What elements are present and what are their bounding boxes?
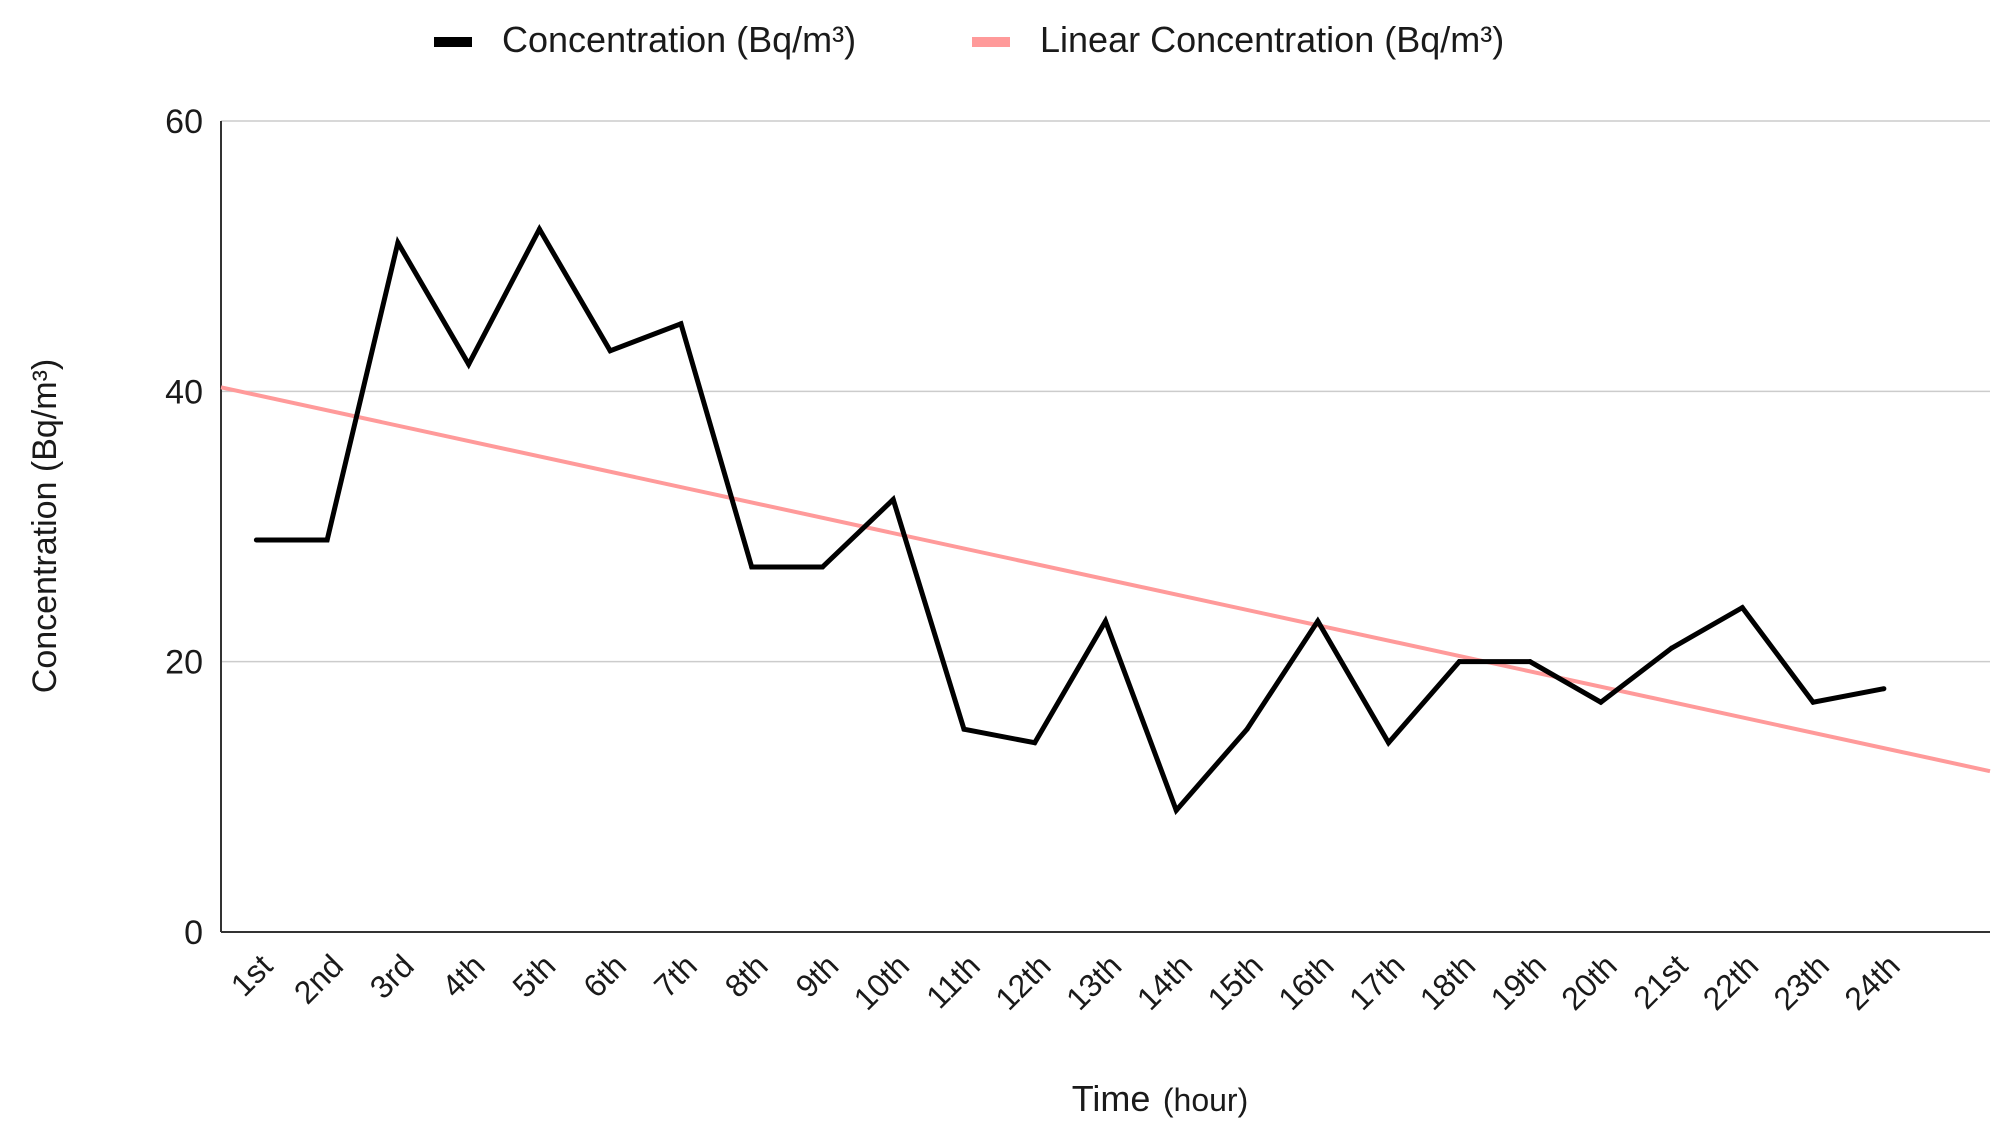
data-point-concentration xyxy=(1173,807,1179,813)
y-axis-ticks: 0 20 40 60 xyxy=(165,103,203,952)
y-axis-label: Concentration (Bq/m³) xyxy=(26,359,64,693)
data-point-concentration xyxy=(1810,699,1816,705)
series-line-linear-concentration xyxy=(220,385,1991,774)
x-tick-label: 17th xyxy=(1342,947,1411,1016)
y-tick-label: 60 xyxy=(165,103,203,141)
x-tick-label: 23th xyxy=(1767,947,1836,1016)
x-tick-label: 2nd xyxy=(287,947,350,1010)
x-tick-label: 4th xyxy=(435,947,492,1004)
legend-label-concentration: Concentration (Bq/m³) xyxy=(502,19,856,60)
data-point-concentration xyxy=(253,537,259,543)
data-point-concentration xyxy=(1456,659,1462,665)
x-tick-label: 18th xyxy=(1413,947,1482,1016)
y-tick-label: 20 xyxy=(165,644,203,682)
data-point-concentration xyxy=(1598,699,1604,705)
x-tick-label: 12th xyxy=(988,947,1057,1016)
data-point-concentration xyxy=(536,226,542,232)
x-axis-label: Time (hour) xyxy=(1072,1078,1248,1119)
legend: Concentration (Bq/m³) Linear Concentrati… xyxy=(434,19,1504,60)
data-point-concentration xyxy=(1739,605,1745,611)
data-point-concentration xyxy=(466,361,472,367)
data-point-concentration xyxy=(1315,618,1321,624)
x-tick-label: 7th xyxy=(647,947,704,1004)
data-point-concentration xyxy=(749,564,755,570)
y-tick-label: 0 xyxy=(184,914,203,952)
data-point-concentration xyxy=(1881,686,1887,692)
x-tick-label: 24th xyxy=(1837,947,1906,1016)
data-point-concentration xyxy=(1244,726,1250,732)
data-point-concentration xyxy=(1669,645,1675,651)
x-tick-label: 11th xyxy=(919,947,987,1015)
data-point-concentration xyxy=(324,537,330,543)
legend-swatch-linear-concentration xyxy=(972,37,1010,47)
data-point-concentration xyxy=(961,726,967,732)
data-point-concentration xyxy=(607,348,613,354)
x-tick-label: 19th xyxy=(1484,947,1553,1016)
data-point-concentration xyxy=(678,321,684,327)
x-tick-label: 5th xyxy=(505,947,562,1004)
x-tick-label: 9th xyxy=(788,947,845,1004)
data-point-concentration xyxy=(819,564,825,570)
x-tick-label: 8th xyxy=(718,947,775,1004)
x-tick-label: 16th xyxy=(1271,947,1340,1016)
x-tick-label: 1st xyxy=(224,947,280,1003)
x-tick-label: 21st xyxy=(1626,947,1694,1015)
series-line-concentration xyxy=(256,223,1885,816)
x-axis-ticks: 1st 2nd 3rd 4th 5th 6th 7th 8th 9th 10th 11th 12th 1… xyxy=(224,947,1907,1017)
x-axis-label-main: Time xyxy=(1072,1078,1151,1119)
x-tick-label: 15th xyxy=(1200,947,1269,1016)
x-tick-label: 13th xyxy=(1059,947,1128,1016)
data-point-concentration xyxy=(890,496,896,502)
x-tick-label: 14th xyxy=(1130,947,1199,1016)
x-tick-label: 20th xyxy=(1554,947,1623,1016)
x-tick-label: 6th xyxy=(576,947,633,1004)
y-tick-label: 40 xyxy=(165,373,203,411)
data-point-concentration xyxy=(1527,659,1533,665)
data-point-concentration xyxy=(395,240,401,246)
data-point-concentration xyxy=(1032,740,1038,746)
legend-label-linear-concentration: Linear Concentration (Bq/m³) xyxy=(1040,19,1504,60)
x-tick-label: 22th xyxy=(1696,947,1765,1016)
data-point-concentration xyxy=(1103,618,1108,624)
series-layer xyxy=(220,223,1991,816)
legend-swatch-concentration xyxy=(434,37,472,47)
gridlines xyxy=(221,120,1990,663)
x-tick-label: 10th xyxy=(847,947,916,1016)
data-point-concentration xyxy=(1386,740,1392,746)
x-axis-label-unit: (hour) xyxy=(1163,1082,1248,1118)
x-tick-label: 3rd xyxy=(363,947,421,1005)
